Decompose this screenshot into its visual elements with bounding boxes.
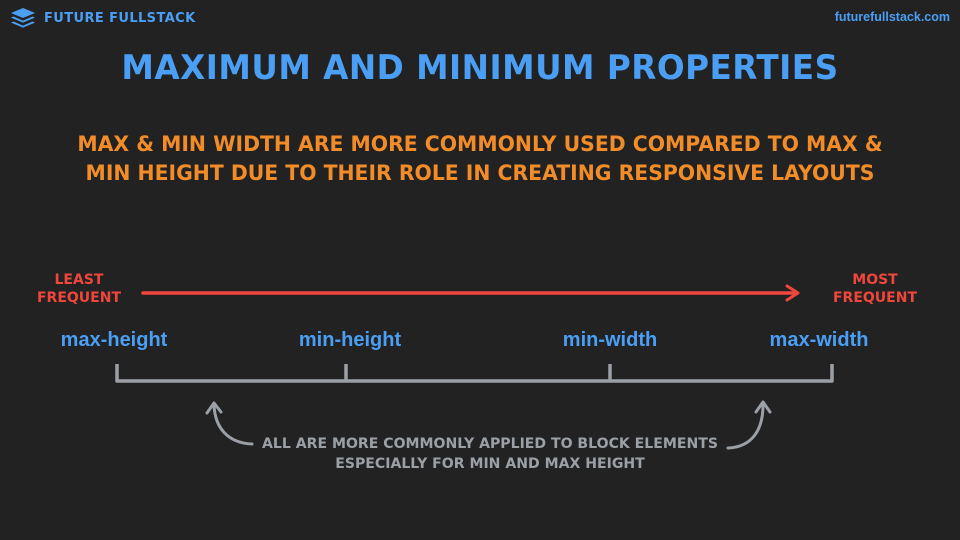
- right-arrow-head: [754, 400, 772, 414]
- most-frequent-line: Frequent: [832, 290, 917, 306]
- layers-icon: [11, 8, 35, 28]
- page-title: Maximum and Minimum Properties: [121, 48, 839, 88]
- subtitle-line: min height due to their role in creating…: [85, 161, 875, 185]
- least-frequent-line: Frequent: [36, 290, 121, 306]
- note-line: especially for min and max height: [335, 456, 645, 472]
- most-frequent-label: Most Frequent: [820, 271, 930, 307]
- property-min-height: min-height: [298, 329, 402, 351]
- left-curved-arrow: [212, 403, 254, 446]
- property-max-width: max-width: [769, 329, 869, 351]
- frequency-arrow-head: [785, 284, 800, 302]
- note-text: All are more commonly applied to block e…: [243, 434, 738, 474]
- property-max-height: max-height: [60, 329, 168, 351]
- note-line: All are more commonly applied to block e…: [262, 436, 718, 452]
- subtitle: Max & min width are more commonly used c…: [44, 130, 917, 188]
- most-frequent-line: Most: [852, 272, 898, 288]
- site-url: futurefullstack.com: [834, 10, 950, 24]
- least-frequent-line: Least: [54, 272, 104, 288]
- bracket-line: [115, 364, 834, 383]
- subtitle-line: Max & min width are more commonly used c…: [77, 132, 883, 156]
- brand: FUTURE FULLSTACK: [10, 7, 196, 29]
- brand-name: FUTURE FULLSTACK: [44, 10, 196, 26]
- property-min-width: min-width: [562, 329, 658, 351]
- right-curved-arrow: [726, 403, 765, 450]
- least-frequent-label: Least Frequent: [24, 271, 134, 307]
- left-arrow-head: [205, 401, 223, 415]
